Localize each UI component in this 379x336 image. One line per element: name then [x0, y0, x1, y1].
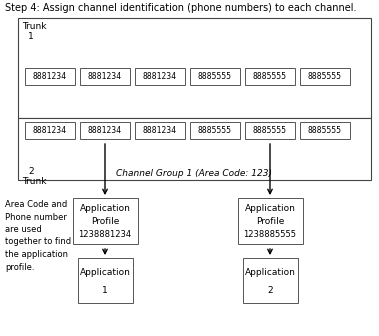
Bar	[135, 122, 185, 139]
Text: 1: 1	[28, 32, 34, 41]
Text: 1238885555: 1238885555	[243, 230, 296, 239]
Bar	[300, 122, 350, 139]
Bar	[25, 68, 75, 85]
Text: 1238881234: 1238881234	[78, 230, 132, 239]
Text: 8881234: 8881234	[88, 126, 122, 135]
Text: 8881234: 8881234	[143, 72, 177, 81]
Bar	[190, 68, 240, 85]
Text: Application: Application	[244, 204, 296, 213]
Text: Area Code and
Phone number
are used
together to find
the application
profile.: Area Code and Phone number are used toge…	[5, 200, 71, 271]
Text: Profile: Profile	[256, 217, 284, 226]
Bar	[135, 68, 185, 85]
Text: Trunk: Trunk	[22, 177, 47, 186]
Text: Channel Group 1 (Area Code: 123): Channel Group 1 (Area Code: 123)	[116, 169, 273, 178]
Bar	[25, 122, 75, 139]
Text: 8881234: 8881234	[88, 72, 122, 81]
Text: 8885555: 8885555	[308, 126, 342, 135]
Bar	[77, 258, 133, 303]
Bar	[190, 122, 240, 139]
Text: 8885555: 8885555	[253, 126, 287, 135]
Text: 8881234: 8881234	[143, 126, 177, 135]
Text: 2: 2	[267, 286, 273, 295]
Bar	[245, 122, 295, 139]
Bar	[243, 258, 298, 303]
Text: Application: Application	[80, 268, 130, 277]
Text: 8885555: 8885555	[198, 72, 232, 81]
Text: 8885555: 8885555	[308, 72, 342, 81]
Text: Profile: Profile	[91, 217, 119, 226]
Bar	[18, 57, 371, 177]
Bar	[18, 118, 371, 180]
Text: 2: 2	[28, 167, 34, 176]
Text: Step 4: Assign channel identification (phone numbers) to each channel.: Step 4: Assign channel identification (p…	[5, 3, 357, 13]
Text: Trunk: Trunk	[22, 22, 47, 31]
Bar	[18, 18, 371, 118]
Text: 1: 1	[102, 286, 108, 295]
Text: 8881234: 8881234	[33, 126, 67, 135]
Bar	[80, 122, 130, 139]
Text: Application: Application	[244, 268, 296, 277]
Bar	[72, 198, 138, 244]
Bar	[80, 68, 130, 85]
Bar	[238, 198, 302, 244]
Bar	[245, 68, 295, 85]
Bar	[300, 68, 350, 85]
Text: Application: Application	[80, 204, 130, 213]
Text: 8881234: 8881234	[33, 72, 67, 81]
Text: 8885555: 8885555	[198, 126, 232, 135]
Text: 8885555: 8885555	[253, 72, 287, 81]
